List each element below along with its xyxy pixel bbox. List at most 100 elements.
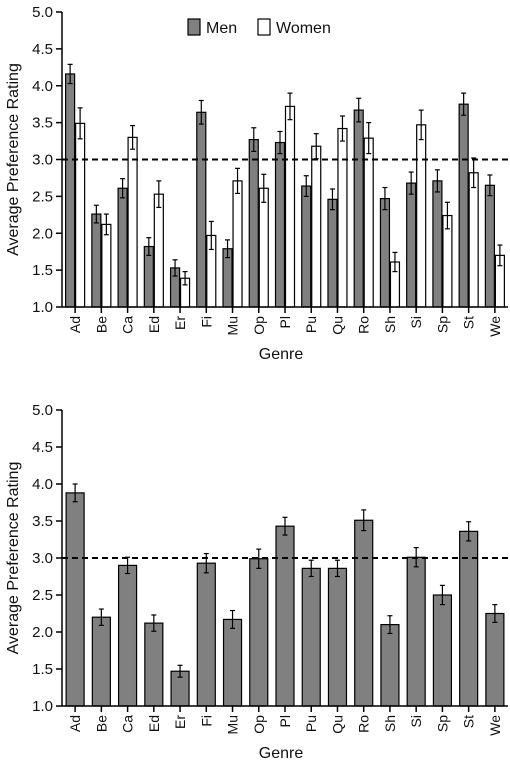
bar-men-we: [484, 184, 495, 308]
bar-women-si: [416, 124, 427, 308]
x-tick-label: Ad: [67, 715, 83, 732]
y-tick-label: 4.5: [32, 439, 53, 456]
bar-men-pl: [274, 141, 286, 308]
bar-men-op: [248, 138, 259, 308]
y-tick-label: 1.5: [32, 661, 53, 678]
x-tick-label: Sp: [434, 316, 450, 333]
x-tick-label: We: [487, 715, 503, 736]
bar-women-st: [468, 172, 479, 308]
x-tick-label: Pu: [303, 715, 319, 732]
x-tick-label: Sh: [382, 715, 398, 732]
x-tick-label: Pl: [277, 316, 293, 328]
legend-swatch-men: [187, 18, 201, 36]
chart-panel-1: 1.0 1.5 2.0 2.5 3.0 3.5 4.0 4.5 5.0 Ad Be Ca Ed Er Fi M…: [5, 4, 508, 363]
y-tick-label: 2.0: [32, 624, 53, 641]
x-tick-label: Sp: [434, 715, 450, 732]
x-tick-label: Pu: [303, 316, 319, 333]
bar-men-be: [91, 213, 102, 308]
y-tick-label: 2.5: [32, 188, 53, 205]
y-tick-label: 4.5: [32, 41, 53, 58]
y-tick-label: 4.0: [32, 78, 53, 95]
bar-overall-ro: [354, 519, 374, 707]
bar-men-ca: [117, 187, 128, 308]
legend: Men Women: [187, 18, 331, 37]
bar-men-fi: [196, 111, 207, 308]
y-tick-label: 1.0: [32, 698, 53, 715]
x-tick-label: Er: [172, 316, 188, 330]
bar-overall-ad: [65, 492, 85, 707]
bar-overall-be: [91, 616, 111, 707]
bar-women-ad: [75, 122, 86, 308]
x-tick-label: Qu: [329, 715, 345, 734]
bar-men-qu: [327, 198, 338, 308]
legend-swatch-women: [257, 18, 271, 36]
bar-men-sp: [432, 180, 443, 308]
bar-overall-sh: [380, 623, 400, 707]
bar-overall-qu: [327, 567, 348, 707]
y-tick-label: 1.0: [32, 299, 53, 316]
bar-overall-pl: [275, 525, 295, 707]
bar-women-be: [101, 223, 112, 308]
bar-men-sh: [379, 197, 391, 308]
bar-overall-op: [249, 558, 269, 707]
x-tick-label: Ro: [356, 316, 372, 334]
x-tick-label: We: [487, 316, 503, 337]
bar-men-si: [406, 182, 417, 308]
y-tick-label: 5.0: [32, 402, 53, 419]
y-tick-label: 3.5: [32, 513, 53, 530]
x-tick-label: Op: [251, 316, 267, 335]
y-tick-label: 2.5: [32, 587, 53, 604]
x-tick-label: Pl: [277, 715, 293, 727]
y-tick-label: 3.0: [32, 152, 53, 169]
x-tick-label: Ca: [120, 316, 136, 334]
bar-overall-sp: [432, 594, 453, 707]
x-tick-label: Be: [93, 715, 109, 732]
x-tick-label: Ed: [146, 316, 162, 333]
x-tick-label: Er: [172, 715, 188, 729]
x-tick-label: Si: [408, 316, 424, 328]
y-tick-label: 4.0: [32, 476, 53, 493]
bar-women-mu: [232, 180, 243, 308]
bar-women-ed: [153, 193, 164, 308]
bar-overall-ca: [117, 564, 138, 707]
y-axis-title: Average Preference Rating: [5, 462, 22, 655]
bar-men-pu: [301, 185, 312, 308]
bar-men-ad: [65, 73, 76, 308]
y-tick-label: 5.0: [32, 4, 53, 21]
bar-women-ca: [127, 136, 138, 308]
bar-women-pu: [311, 145, 322, 308]
bar-overall-si: [406, 556, 426, 707]
x-axis-title: Genre: [259, 346, 304, 363]
x-tick-label: Qu: [329, 316, 345, 335]
legend-label-women: Women: [276, 20, 331, 37]
x-tick-label: Sh: [382, 316, 398, 333]
bar-women-ro: [363, 137, 374, 308]
x-axis-title: Genre: [259, 745, 304, 762]
x-tick-label: Si: [408, 715, 424, 727]
bar-overall-fi: [196, 562, 216, 707]
bar-overall-ed: [144, 622, 164, 707]
x-tick-label: Ca: [120, 715, 136, 733]
y-axis-title: Average Preference Rating: [5, 63, 22, 256]
x-tick-label: Ad: [67, 316, 83, 333]
bar-women-qu: [337, 127, 348, 308]
x-tick-label: Ro: [356, 715, 372, 733]
legend-label-men: Men: [206, 20, 237, 37]
bar-overall-mu: [222, 618, 243, 707]
bar-women-pl: [284, 105, 296, 308]
x-tick-label: St: [461, 715, 477, 728]
y-tick-label: 3.5: [32, 115, 53, 132]
x-tick-label: St: [461, 316, 477, 329]
chart-panel-2: 1.0 1.5 2.0 2.5 3.0 3.5 4.0 4.5 5.0 Ad Be Ca Ed Er Fi M…: [5, 402, 508, 762]
x-tick-label: Be: [93, 316, 109, 333]
x-tick-label: Fi: [198, 715, 214, 727]
bar-overall-we: [485, 612, 505, 707]
bar-men-ro: [353, 109, 364, 308]
x-tick-label: Ed: [146, 715, 162, 732]
x-tick-label: Fi: [198, 316, 214, 328]
y-tick-label: 3.0: [32, 550, 53, 567]
x-tick-label: Mu: [225, 316, 241, 335]
x-tick-label: Mu: [225, 715, 241, 734]
y-tick-label: 2.0: [32, 225, 53, 242]
